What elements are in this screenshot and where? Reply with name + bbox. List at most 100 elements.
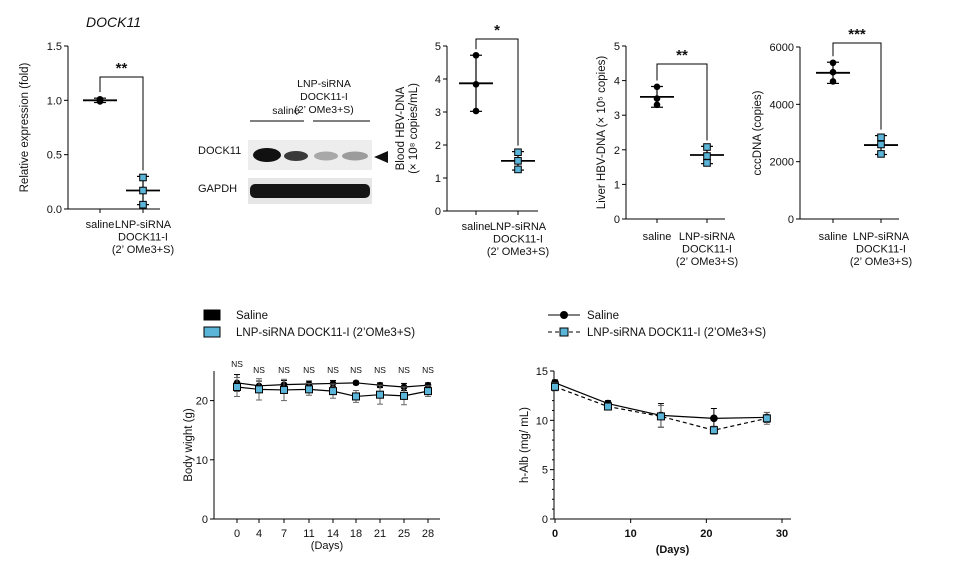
data-point [710, 414, 718, 423]
blot-band [342, 151, 368, 161]
data-point [514, 157, 522, 165]
data-point [653, 95, 661, 102]
dock11-expression-chart: DOCK11 0.0 0.5 1.0 1.5 saline LNP-siRNADOCK11… [19, 14, 174, 256]
blot-band [253, 148, 281, 162]
y-tick-label: 6000 [770, 42, 794, 54]
data-point [376, 390, 384, 399]
data-point [329, 380, 337, 387]
data-point [653, 101, 661, 109]
data-point [703, 159, 711, 167]
y-axis-label: h-Alb (mg/ mL) [519, 407, 531, 483]
data-point [514, 165, 522, 174]
x-category-label: saline [819, 231, 848, 243]
y-tick-label: 10 [196, 455, 208, 467]
data-point [709, 426, 718, 435]
y-tick-label: 1 [614, 179, 620, 191]
y-tick-label: 0 [202, 514, 208, 526]
y-tick-label: 15 [536, 366, 548, 378]
data-point [329, 387, 337, 396]
blot-row-label-gapdh: GAPDH [198, 183, 237, 195]
data-point [424, 387, 432, 396]
y-tick-label: 0 [435, 206, 441, 218]
x-category-label: saline [462, 221, 491, 233]
x-tick-label: 11 [303, 528, 314, 540]
data-point [233, 382, 241, 391]
legend-swatch [203, 309, 221, 321]
ns-annotation: NS [398, 365, 410, 375]
significance-bracket [832, 42, 882, 130]
data-point [472, 107, 480, 115]
y-tick-label: 4 [614, 76, 620, 88]
legend-label: Saline [236, 310, 268, 322]
y-axis-label: (× 10⁸ copies/mL) [408, 83, 420, 174]
data-point [472, 51, 480, 59]
data-point [877, 133, 885, 142]
significance-label: ** [676, 47, 688, 64]
data-point [472, 80, 480, 88]
y-axis-label: Body wight (g) [183, 408, 195, 482]
blot-header-line-2: DOCK11-I [300, 91, 348, 103]
x-tick-label: 20 [700, 528, 712, 540]
y-tick-label: 1 [435, 173, 441, 185]
ns-annotation: NS [231, 359, 243, 369]
x-category-label: saline [86, 219, 115, 231]
x-tick-label: 0 [234, 528, 240, 540]
x-tick-label: 28 [422, 528, 434, 540]
x-category-label: saline [643, 231, 672, 243]
y-tick-label: 0 [542, 514, 548, 526]
x-tick-label: 10 [625, 528, 637, 540]
data-point [305, 385, 313, 394]
blot-header-line-3: (2’ OMe3+S) [294, 104, 353, 116]
x-category-label: (2’ OMe3+S) [112, 244, 174, 256]
x-tick-label: 21 [374, 528, 386, 540]
y-tick-label: 5 [435, 41, 441, 53]
cccdna-chart: 0 2000 4000 6000 saline LNP-siRNADOCK11-I(2’ … [752, 26, 912, 268]
y-tick-label: 5 [542, 465, 548, 477]
data-point [514, 148, 522, 157]
data-point [703, 143, 711, 151]
legend-marker [560, 311, 568, 319]
x-category-label: LNP-siRNA [490, 221, 547, 233]
x-tick-label: 0 [552, 528, 558, 540]
x-category-label: (2’ OMe3+S) [487, 246, 549, 258]
data-point [424, 381, 432, 389]
significance-bracket [475, 38, 519, 146]
significance-label: *** [848, 26, 866, 43]
legend-label: LNP-siRNA DOCK11-I (2’OMe3+S) [587, 327, 766, 339]
blot-arrowhead-icon [374, 151, 388, 163]
ns-annotation: NS [253, 365, 265, 375]
blot-band [284, 151, 308, 161]
x-category-label: DOCK11-I [682, 244, 732, 256]
y-tick-label: 5 [614, 41, 620, 53]
data-point [139, 186, 147, 195]
significance-label: ** [116, 60, 128, 77]
data-point [352, 392, 360, 401]
significance-label: * [494, 22, 500, 39]
data-point [551, 382, 559, 391]
data-point [96, 95, 104, 103]
data-point [400, 391, 408, 400]
y-tick-label: 1.0 [47, 95, 62, 107]
y-tick-label: 0.5 [47, 150, 62, 162]
x-axis-label: (Days) [311, 540, 343, 552]
data-point [255, 385, 263, 394]
y-tick-label: 0 [614, 214, 620, 226]
data-point [762, 414, 771, 423]
y-axis-label: Liver HBV-DNA (× 10⁵ copies) [596, 56, 608, 210]
y-tick-label: 0 [788, 214, 794, 226]
ns-annotation: NS [327, 365, 339, 375]
blot-band [314, 151, 338, 161]
y-tick-label: 2 [435, 140, 441, 152]
data-point [829, 59, 837, 67]
y-tick-label: 1.5 [47, 41, 62, 53]
x-category-label: LNP-siRNA [679, 231, 736, 243]
data-point [653, 83, 661, 91]
y-tick-label: 20 [196, 396, 208, 408]
data-point [829, 78, 837, 85]
data-point [877, 140, 885, 149]
x-tick-label: 14 [327, 528, 339, 540]
y-tick-label: 0.0 [47, 204, 62, 216]
y-tick-label: 4 [435, 74, 441, 86]
